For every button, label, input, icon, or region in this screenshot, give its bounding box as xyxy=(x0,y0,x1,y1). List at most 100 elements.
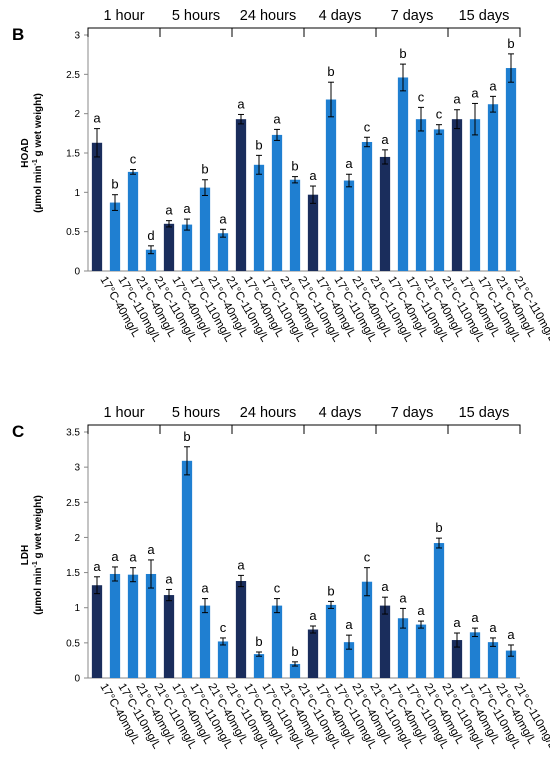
y-tick-label: 3 xyxy=(74,463,80,474)
bar xyxy=(217,233,229,271)
significance-letter: b xyxy=(183,429,190,444)
significance-letter: b xyxy=(291,159,298,174)
y-tick-label: 1.5 xyxy=(66,568,80,579)
y-axis-title-superscript: -1 xyxy=(32,561,39,567)
group-label: 15 days xyxy=(459,405,510,421)
bar xyxy=(145,249,157,271)
group-bracket xyxy=(159,424,233,434)
y-axis-title-line2-end: g wet weight) xyxy=(33,93,44,159)
significance-letter: a xyxy=(111,549,119,564)
group-bracket xyxy=(231,424,305,434)
significance-letter: a xyxy=(237,96,245,111)
bar xyxy=(469,119,481,271)
y-axis-title-line2-end: g wet weight) xyxy=(33,495,44,561)
group-label: 4 days xyxy=(319,405,362,421)
y-axis-title-line2: (µmol min xyxy=(33,165,44,212)
significance-letter: b xyxy=(435,520,442,535)
bar xyxy=(397,77,409,271)
bar xyxy=(415,119,427,271)
significance-letter: b xyxy=(255,634,262,649)
group-bracket xyxy=(303,424,377,434)
bar xyxy=(451,119,463,271)
bar xyxy=(361,581,373,678)
significance-letter: c xyxy=(130,152,137,167)
y-tick-label: 1 xyxy=(74,188,80,199)
group-label: 7 days xyxy=(391,8,434,24)
significance-letter: c xyxy=(220,620,227,635)
significance-letter: c xyxy=(436,107,443,122)
significance-letter: b xyxy=(255,137,262,152)
significance-letter: a xyxy=(93,111,101,126)
panel-letter: C xyxy=(12,422,24,441)
bar xyxy=(289,663,301,678)
significance-letter: a xyxy=(237,557,245,572)
significance-letter: a xyxy=(219,211,227,226)
significance-letter: a xyxy=(93,559,101,574)
y-tick-label: 0 xyxy=(74,267,80,278)
group-label: 5 hours xyxy=(172,405,220,421)
significance-letter: a xyxy=(309,608,317,623)
bar xyxy=(361,141,373,271)
significance-letter: a xyxy=(453,92,461,107)
significance-letter: d xyxy=(147,228,154,243)
bar xyxy=(145,573,157,678)
significance-letter: b xyxy=(111,177,118,192)
bar xyxy=(307,194,319,271)
bar xyxy=(397,618,409,678)
significance-letter: a xyxy=(471,85,479,100)
bar xyxy=(181,224,193,271)
group-label: 24 hours xyxy=(240,8,296,24)
significance-letter: a xyxy=(489,78,497,93)
significance-letter: a xyxy=(453,615,461,630)
significance-letter: a xyxy=(381,579,389,594)
bar xyxy=(433,543,445,678)
bar xyxy=(487,104,499,271)
bar xyxy=(235,119,247,271)
bar xyxy=(307,629,319,678)
bar xyxy=(415,624,427,678)
group-bracket xyxy=(87,424,161,434)
significance-letter: a xyxy=(489,620,497,635)
significance-letter: b xyxy=(327,583,334,598)
significance-letter: c xyxy=(274,581,281,596)
bar xyxy=(109,573,121,678)
group-label: 15 days xyxy=(459,8,510,24)
significance-letter: a xyxy=(165,571,173,586)
significance-letter: a xyxy=(345,156,353,171)
significance-letter: a xyxy=(507,627,515,642)
significance-letter: b xyxy=(507,36,514,51)
significance-letter: a xyxy=(309,168,317,183)
bar xyxy=(469,632,481,678)
bar xyxy=(199,187,211,271)
bar xyxy=(325,99,337,271)
significance-letter: a xyxy=(129,550,137,565)
y-tick-label: 3.5 xyxy=(66,428,80,439)
significance-letter: b xyxy=(399,46,406,61)
significance-letter: a xyxy=(273,111,281,126)
bar xyxy=(253,164,265,271)
bar xyxy=(487,642,499,678)
y-tick-label: 2 xyxy=(74,109,80,120)
significance-letter: c xyxy=(364,119,371,134)
y-tick-label: 3 xyxy=(74,31,80,42)
significance-letter: b xyxy=(291,644,298,659)
significance-letter: b xyxy=(327,64,334,79)
y-axis-title-line2: (µmol min xyxy=(33,567,44,614)
y-tick-label: 0.5 xyxy=(66,638,80,649)
bar xyxy=(181,460,193,678)
y-tick-label: 2 xyxy=(74,533,80,544)
y-axis-title-line1: LDH xyxy=(20,545,31,566)
significance-letter: a xyxy=(381,132,389,147)
group-label: 1 hour xyxy=(103,8,144,24)
group-bracket xyxy=(447,424,521,434)
bar xyxy=(253,654,265,678)
significance-letter: a xyxy=(399,590,407,605)
bar xyxy=(91,142,103,271)
group-label: 4 days xyxy=(319,8,362,24)
significance-letter: c xyxy=(418,89,425,104)
significance-letter: a xyxy=(345,617,353,632)
bar xyxy=(163,223,175,271)
bar xyxy=(505,650,517,678)
bar xyxy=(343,180,355,271)
bar xyxy=(505,68,517,271)
